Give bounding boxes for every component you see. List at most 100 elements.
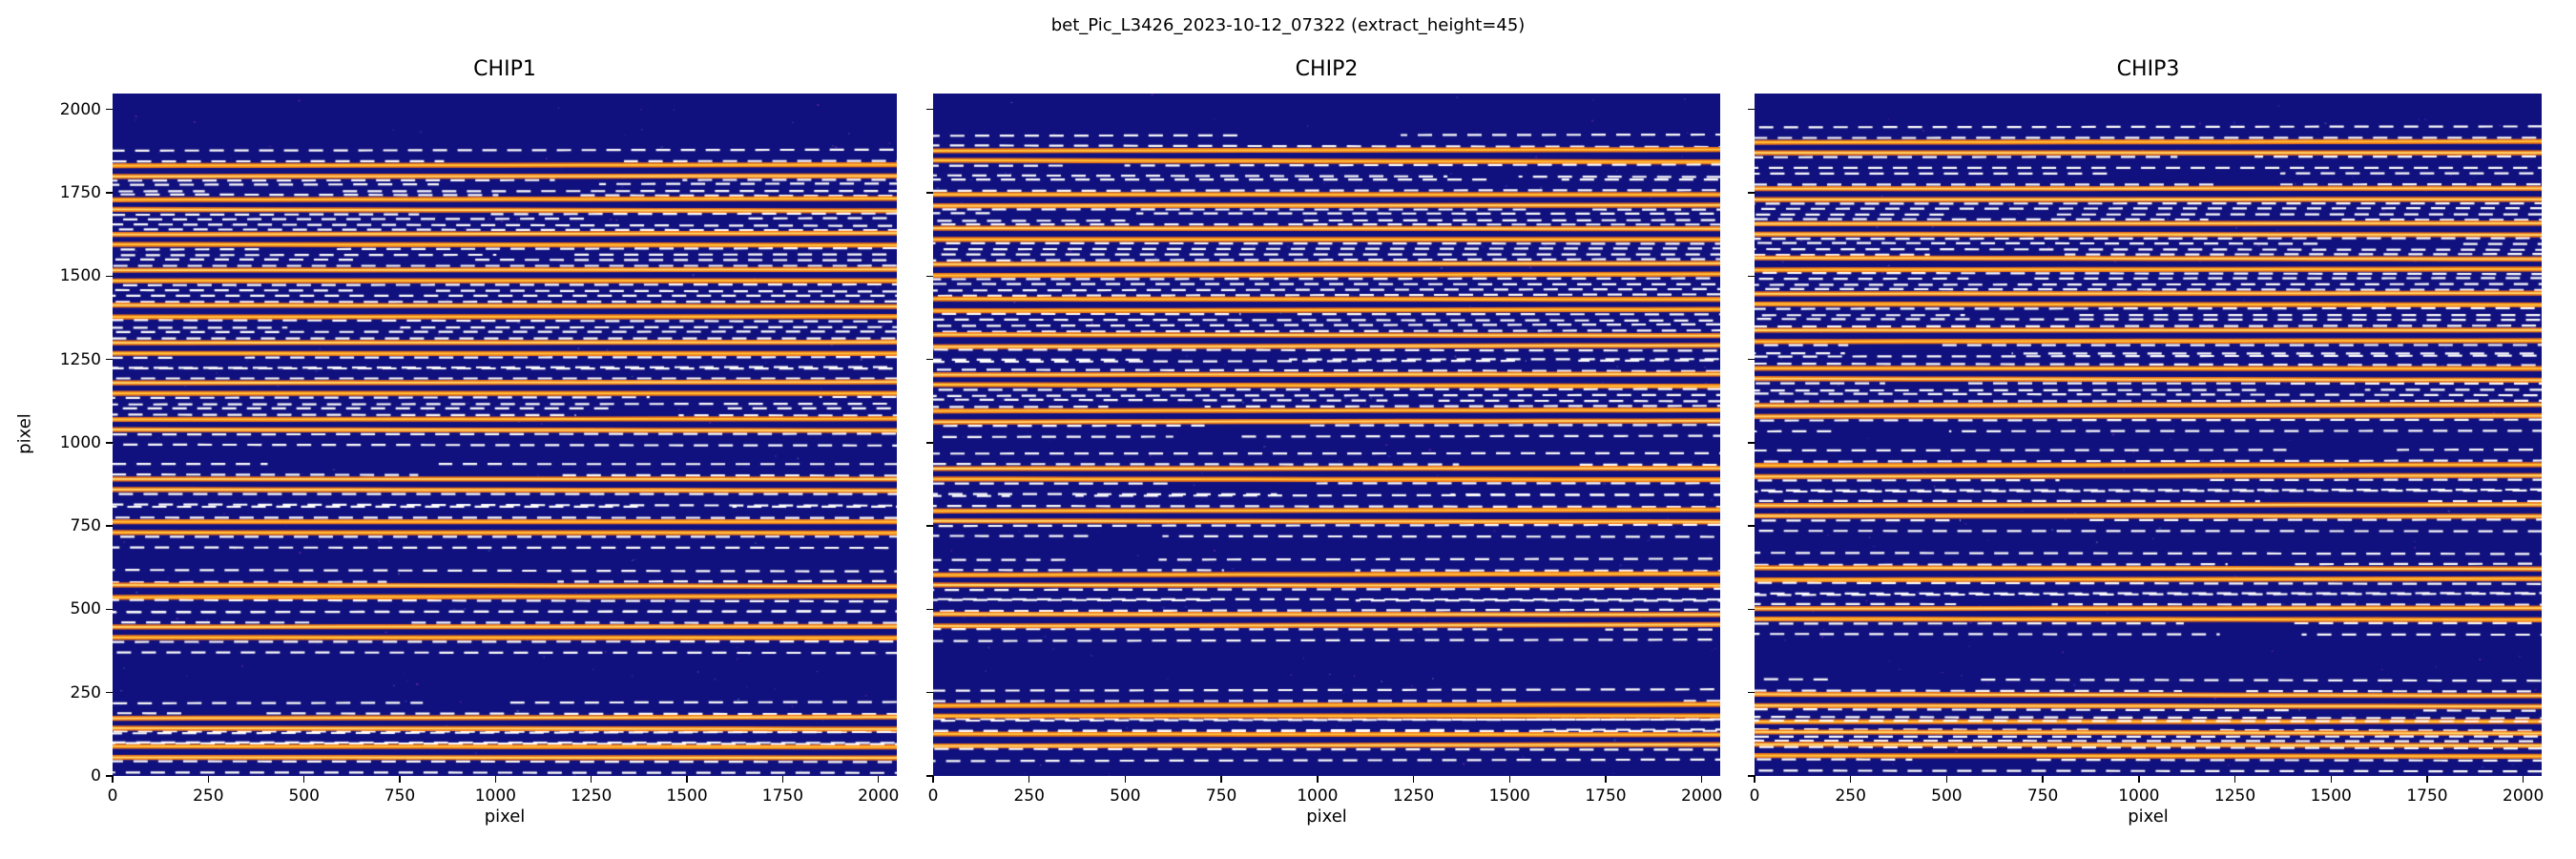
x-tick-label: 1000 (474, 786, 516, 806)
x-tick-mark (1945, 776, 1948, 783)
x-tick-label: 1750 (761, 786, 804, 806)
x-tick-mark (1754, 776, 1755, 783)
x-tick-label: 750 (384, 786, 416, 806)
y-tick-mark (106, 525, 113, 527)
chip2-detector-image (933, 94, 1720, 776)
y-tick-mark (106, 775, 113, 777)
x-tick-mark (2426, 776, 2428, 783)
x-tick-mark (1605, 776, 1607, 783)
y-axis-label: pixel (14, 413, 35, 454)
y-tick-mark (106, 608, 113, 611)
y-tick-mark (1748, 525, 1755, 527)
y-tick-mark (926, 525, 933, 527)
chip3-title: CHIP3 (2116, 57, 2180, 81)
x-tick-label: 1500 (1488, 786, 1530, 806)
x-tick-label: 2000 (858, 786, 900, 806)
x-tick-label: 500 (288, 786, 320, 806)
x-tick-mark (1124, 776, 1127, 783)
x-tick-mark (781, 776, 784, 783)
x-tick-mark (686, 776, 688, 783)
x-tick-mark (1220, 776, 1222, 783)
chip1-detector-image (113, 94, 897, 776)
y-tick-label: 2000 (59, 99, 101, 119)
x-tick-mark (494, 776, 497, 783)
y-tick-mark (1748, 192, 1755, 194)
x-tick-mark (2233, 776, 2236, 783)
y-tick-mark (1748, 275, 1755, 277)
x-tick-label: 250 (1013, 786, 1045, 806)
x-tick-mark (399, 776, 401, 783)
y-tick-label: 250 (70, 682, 101, 702)
x-tick-mark (207, 776, 210, 783)
x-tick-mark (1028, 776, 1030, 783)
figure-title: bet_Pic_L3426_2023-10-12_07322 (extract_… (1050, 15, 1526, 35)
y-tick-mark (106, 692, 113, 694)
x-tick-label: 1250 (1392, 786, 1435, 806)
y-tick-label: 0 (91, 766, 101, 786)
x-tick-mark (878, 776, 880, 783)
x-tick-label: 250 (1835, 786, 1866, 806)
chip3-x-axis-label: pixel (2128, 807, 2169, 827)
y-tick-mark (106, 192, 113, 194)
x-tick-mark (2138, 776, 2140, 783)
x-tick-label: 1750 (1585, 786, 1627, 806)
x-tick-label: 1250 (571, 786, 613, 806)
y-tick-label: 1750 (59, 183, 101, 203)
chip1-title: CHIP1 (473, 57, 536, 81)
x-tick-mark (1700, 776, 1703, 783)
y-tick-mark (926, 275, 933, 277)
chip2-x-axis-label: pixel (1306, 807, 1347, 827)
x-tick-mark (2330, 776, 2332, 783)
x-tick-label: 750 (1205, 786, 1237, 806)
y-tick-mark (106, 275, 113, 277)
y-tick-mark (1748, 608, 1755, 611)
x-tick-label: 1000 (1297, 786, 1339, 806)
chip3-detector-image (1755, 94, 2542, 776)
y-tick-mark (926, 109, 933, 111)
x-tick-label: 2000 (1681, 786, 1723, 806)
x-tick-label: 1000 (2118, 786, 2160, 806)
x-tick-mark (932, 776, 934, 783)
x-tick-label: 250 (193, 786, 224, 806)
x-tick-mark (1412, 776, 1415, 783)
x-tick-mark (591, 776, 592, 783)
chip1-x-axis-label: pixel (484, 807, 526, 827)
y-tick-label: 750 (70, 516, 101, 536)
y-tick-mark (1748, 692, 1755, 694)
x-tick-label: 2000 (2503, 786, 2545, 806)
x-tick-label: 1500 (2310, 786, 2352, 806)
x-tick-mark (2042, 776, 2044, 783)
x-tick-label: 500 (1931, 786, 1963, 806)
x-tick-mark (1317, 776, 1319, 783)
x-tick-label: 1500 (666, 786, 708, 806)
y-tick-mark (926, 608, 933, 611)
y-tick-label: 500 (70, 599, 101, 619)
y-tick-label: 1000 (59, 432, 101, 452)
y-tick-mark (926, 358, 933, 361)
y-tick-mark (1748, 109, 1755, 111)
x-tick-mark (2522, 776, 2524, 783)
x-tick-label: 500 (1110, 786, 1141, 806)
x-tick-mark (302, 776, 305, 783)
x-tick-mark (1508, 776, 1510, 783)
x-tick-label: 0 (927, 786, 939, 806)
y-tick-mark (1748, 358, 1755, 361)
y-tick-mark (1748, 442, 1755, 444)
y-tick-mark (926, 692, 933, 694)
y-tick-label: 1500 (59, 266, 101, 286)
y-tick-mark (1748, 775, 1755, 777)
y-tick-mark (106, 358, 113, 361)
y-tick-mark (926, 775, 933, 777)
x-tick-label: 1750 (2406, 786, 2448, 806)
y-tick-mark (926, 442, 933, 444)
x-tick-label: 0 (107, 786, 118, 806)
x-tick-label: 0 (1749, 786, 1760, 806)
y-tick-mark (926, 192, 933, 194)
x-tick-mark (1850, 776, 1852, 783)
x-tick-mark (112, 776, 114, 783)
chip2-title: CHIP2 (1295, 57, 1359, 81)
x-tick-label: 1250 (2213, 786, 2256, 806)
x-tick-label: 750 (2026, 786, 2059, 806)
y-tick-mark (106, 442, 113, 444)
y-tick-label: 1250 (59, 349, 101, 369)
